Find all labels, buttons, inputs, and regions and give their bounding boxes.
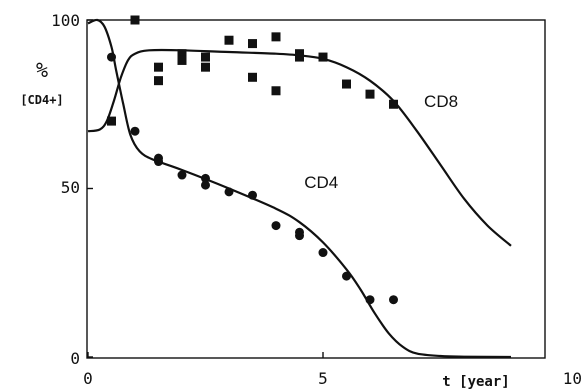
cd4-point-14 [366,295,375,304]
cd4-curve-label: CD4 [304,173,338,192]
cd8-point-3 [154,76,163,85]
y-axis-label: [CD4+] [20,93,63,107]
cd8-point-0 [107,117,116,126]
x-tick-label-0: 0 [83,369,93,388]
cd4-curve [88,20,511,357]
cd8-point-10 [248,73,257,82]
cd4-point-9 [272,221,281,230]
cd8-curve [88,50,511,246]
cd4-point-12 [319,248,328,257]
cd8-point-9 [248,39,257,48]
x-tick-label-5: 5 [318,369,328,388]
cd4-point-7 [225,187,234,196]
y-axis-symbol: % [36,58,48,82]
y-tick-label-50: 50 [61,178,80,197]
cd4-point-6 [201,181,210,190]
cd8-point-14 [295,53,304,62]
cd8-point-18 [389,100,398,109]
fitted-curves [88,20,511,357]
cd4-point-11 [295,231,304,240]
cd8-point-7 [201,63,210,72]
cd4-point-15 [389,295,398,304]
cd4-point-3 [154,157,163,166]
cd8-point-16 [342,80,351,89]
cd4-point-13 [342,272,351,281]
x-axis-label: t [year] [442,374,509,390]
x-tick-label-10: 10 [563,369,582,388]
y-tick-label-0: 0 [70,349,80,368]
cd8-point-15 [319,53,328,62]
y-tick-label-100: 100 [51,11,80,30]
cd4-point-1 [131,127,140,136]
cd8-point-12 [272,86,281,95]
cd8-point-1 [131,16,140,25]
cd8-point-17 [366,90,375,99]
cd4-point-8 [248,191,257,200]
cd8-point-8 [225,36,234,45]
cd8-point-2 [154,63,163,72]
cd8-point-11 [272,32,281,41]
cd8-point-5 [178,56,187,65]
cd8-curve-label: CD8 [424,92,458,111]
data-points [107,16,398,305]
cd8-point-6 [201,53,210,62]
cd4-point-0 [107,53,116,62]
labels: 100 50 0 0 5 10 % [CD4+] t [year] CD8 CD… [20,11,582,390]
cd4-point-4 [178,171,187,180]
